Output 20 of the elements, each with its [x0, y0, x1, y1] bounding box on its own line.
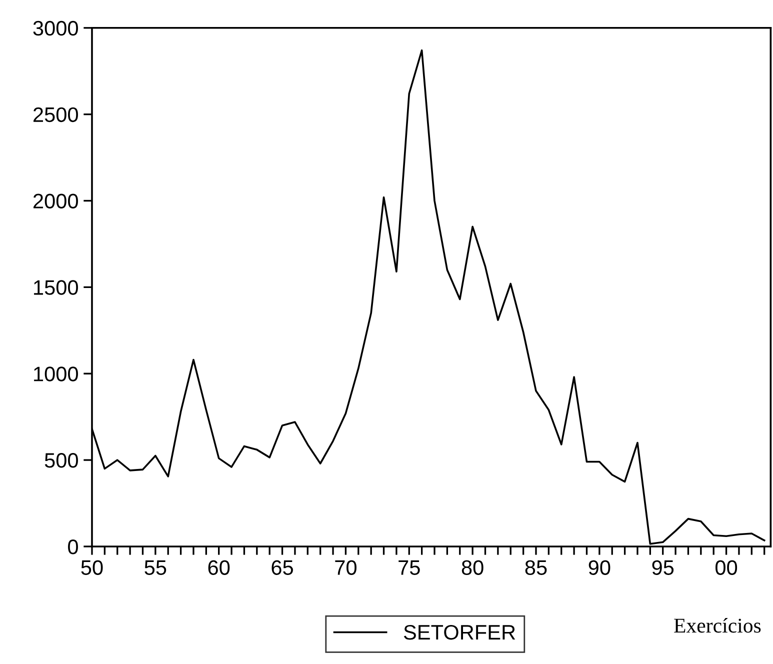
- y-tick-label: 0: [68, 539, 78, 554]
- x-tick-label: 95: [652, 560, 674, 575]
- x-tick-label: 90: [588, 560, 610, 575]
- x-tick-label: 75: [398, 560, 420, 575]
- y-tick-label: 3000: [33, 20, 78, 36]
- x-tick-label: 50: [81, 560, 103, 575]
- y-tick-label: 1500: [34, 280, 78, 295]
- y-tick-label: 2500: [34, 107, 78, 122]
- x-tick-label: 70: [335, 560, 356, 575]
- x-tick-label: 65: [272, 560, 293, 575]
- y-tick-label: 500: [44, 453, 78, 468]
- x-tick-label: 00: [716, 560, 738, 575]
- legend-label: SETORFER: [404, 624, 516, 640]
- y-tick-label: 2000: [34, 194, 78, 209]
- y-tick-label: 1000: [34, 366, 78, 382]
- x-axis-title: Exercícios: [674, 618, 761, 633]
- x-tick-label: 80: [462, 560, 484, 575]
- x-tick-label: 85: [525, 560, 547, 575]
- x-tick-label: 55: [144, 560, 166, 575]
- x-tick-label: 60: [208, 560, 230, 575]
